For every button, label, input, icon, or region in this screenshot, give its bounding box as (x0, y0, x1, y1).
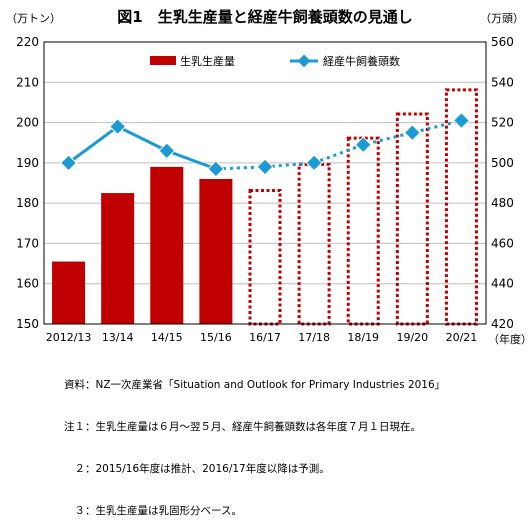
note-1: 注１：生乳生産量は６月～翌５月、経産牛飼養頭数は各年度７月１日現在。 (64, 421, 421, 433)
bar (150, 166, 184, 324)
y-tick-label: 220 (16, 35, 39, 49)
y-tick-label: 180 (16, 196, 39, 210)
right-axis-unit: （万頭） (480, 12, 524, 25)
y-tick-label: 160 (16, 277, 39, 291)
bar-forecast (297, 162, 331, 326)
y2-tick-label: 540 (491, 75, 514, 89)
bar-forecast (248, 189, 282, 326)
bar (101, 193, 135, 324)
line-point (452, 112, 470, 130)
line-point (109, 118, 127, 136)
y2-tick-label: 420 (491, 317, 514, 331)
x-tick-label: 2012/13 (46, 331, 92, 344)
line-forecast (215, 119, 462, 171)
bar (52, 261, 86, 324)
legend: 生乳生産量 経産牛飼養頭数 (150, 54, 400, 68)
headcount-line (60, 112, 470, 178)
y2-tick-label: 500 (491, 156, 514, 170)
x-tick-label: 14/15 (151, 331, 183, 344)
line-point (403, 124, 421, 142)
y-tick-label: 210 (16, 75, 39, 89)
note-2: ２：2015/16年度は推計、2016/17年度以降は予測。 (64, 463, 330, 475)
x-tick-label: 16/17 (249, 331, 281, 344)
line-point (354, 136, 372, 154)
notes: 資料：NZ一次産業省「Situation and Outlook for Pri… (64, 350, 445, 532)
bar-forecast (395, 112, 429, 326)
y-tick-label: 190 (16, 156, 39, 170)
bars (52, 88, 478, 326)
y2-tick-label: 480 (491, 196, 514, 210)
x-tick-label: 19/20 (396, 331, 428, 344)
line-point (305, 154, 323, 172)
left-axis-unit: （万トン） (6, 12, 61, 25)
note-source: 資料：NZ一次産業省「Situation and Outlook for Pri… (64, 379, 446, 391)
legend-label-headcount: 経産牛飼養頭数 (323, 54, 400, 68)
line-point (207, 160, 225, 178)
axes: 150 160 170 180 190 200 210 220 420 440 460 480 500 5… (16, 35, 514, 344)
line-actual (67, 124, 217, 171)
bar (199, 178, 233, 324)
x-tick-label: 15/16 (200, 331, 232, 344)
legend-swatch-milk (150, 56, 176, 65)
y2-tick-label: 560 (491, 35, 514, 49)
y-tick-label: 170 (16, 236, 39, 250)
x-tick-label: 18/19 (347, 331, 379, 344)
y-tick-label: 200 (16, 116, 39, 130)
y2-tick-label: 460 (491, 236, 514, 250)
legend-marker-headcount (297, 54, 311, 68)
line-point (60, 154, 78, 172)
line-point (158, 142, 176, 160)
bar-forecast (346, 136, 380, 326)
y-tick-label: 150 (16, 317, 39, 331)
y2-tick-label: 440 (491, 277, 514, 291)
plot-frame (43, 41, 487, 325)
x-tick-label: 17/18 (298, 331, 330, 344)
chart: 図1 生乳生産量と経産牛飼養頭数の見通し （万トン） （万頭） （年度） 150… (6, 8, 531, 346)
line-point (256, 158, 274, 176)
legend-label-milk: 生乳生産量 (180, 54, 235, 68)
year-unit: （年度） (488, 332, 531, 346)
chart-title: 図1 生乳生産量と経産牛飼養頭数の見通し (117, 8, 412, 26)
x-tick-label: 20/21 (446, 331, 478, 344)
note-3: ３：生乳生産量は乳固形分ベース。 (64, 505, 242, 517)
y2-tick-label: 520 (491, 116, 514, 130)
x-tick-label: 13/14 (102, 331, 134, 344)
